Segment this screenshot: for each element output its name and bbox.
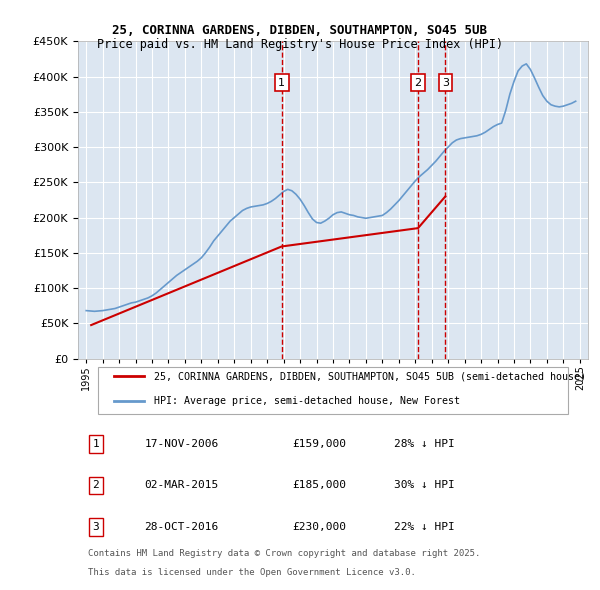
Text: 22% ↓ HPI: 22% ↓ HPI [394,522,455,532]
Text: 28% ↓ HPI: 28% ↓ HPI [394,439,455,449]
FancyBboxPatch shape [98,368,568,414]
Text: This data is licensed under the Open Government Licence v3.0.: This data is licensed under the Open Gov… [88,568,416,578]
Text: 2: 2 [415,77,422,87]
Text: 02-MAR-2015: 02-MAR-2015 [145,480,218,490]
Text: Price paid vs. HM Land Registry's House Price Index (HPI): Price paid vs. HM Land Registry's House … [97,38,503,51]
Text: 2: 2 [92,480,99,490]
Text: 30% ↓ HPI: 30% ↓ HPI [394,480,455,490]
Text: 17-NOV-2006: 17-NOV-2006 [145,439,218,449]
Text: 3: 3 [92,522,99,532]
Text: £185,000: £185,000 [292,480,346,490]
Text: 28-OCT-2016: 28-OCT-2016 [145,522,218,532]
Text: 25, CORINNA GARDENS, DIBDEN, SOUTHAMPTON, SO45 5UB: 25, CORINNA GARDENS, DIBDEN, SOUTHAMPTON… [113,24,487,37]
Text: Contains HM Land Registry data © Crown copyright and database right 2025.: Contains HM Land Registry data © Crown c… [88,549,481,558]
Text: £159,000: £159,000 [292,439,346,449]
Text: HPI: Average price, semi-detached house, New Forest: HPI: Average price, semi-detached house,… [155,396,461,406]
Text: 1: 1 [278,77,285,87]
Text: £230,000: £230,000 [292,522,346,532]
Text: 3: 3 [442,77,449,87]
Text: 1: 1 [92,439,99,449]
Text: 25, CORINNA GARDENS, DIBDEN, SOUTHAMPTON, SO45 5UB (semi-detached house): 25, CORINNA GARDENS, DIBDEN, SOUTHAMPTON… [155,371,587,381]
